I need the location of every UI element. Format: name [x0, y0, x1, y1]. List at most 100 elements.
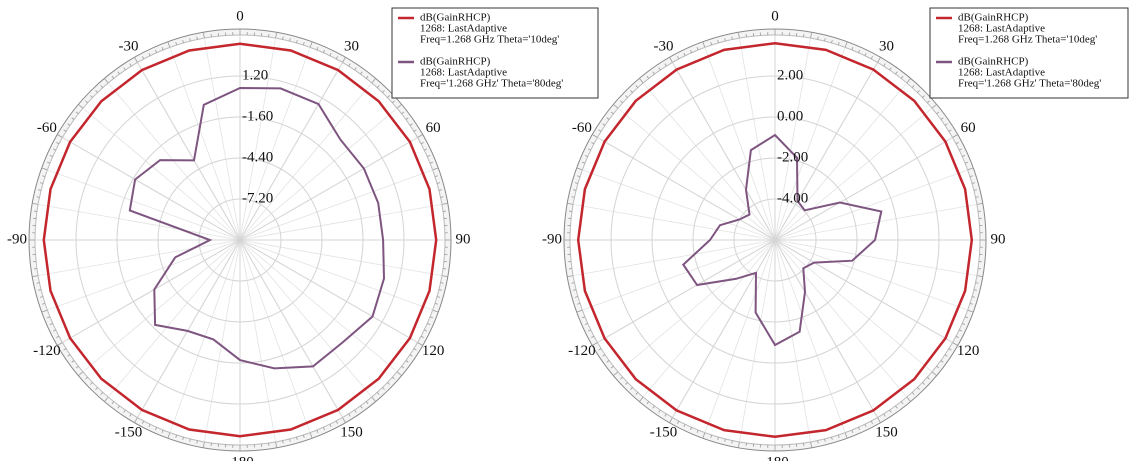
outer-tick — [354, 67, 357, 71]
outer-tick — [100, 392, 104, 395]
outer-tick — [676, 56, 680, 60]
outer-tick — [371, 78, 376, 84]
outer-tick — [606, 360, 610, 363]
outer-tick — [948, 348, 952, 351]
outer-tick — [129, 413, 132, 417]
outer-tick — [78, 104, 84, 109]
r-tick-label: -1.60 — [242, 108, 273, 124]
outer-tick — [182, 39, 184, 44]
outer-tick — [646, 401, 650, 405]
outer-tick — [669, 57, 673, 63]
outer-tick — [376, 392, 380, 395]
outer-tick — [591, 141, 595, 145]
outer-tick — [724, 38, 726, 42]
spoke — [597, 137, 776, 241]
legend-label: dB(GainRHCP) — [958, 56, 1029, 68]
outer-tick — [573, 189, 577, 191]
outer-tick — [955, 141, 959, 145]
minor-spoke — [774, 82, 908, 241]
outer-tick — [436, 182, 441, 184]
outer-tick — [342, 57, 346, 63]
outer-tick — [52, 148, 56, 151]
outer-tick — [944, 354, 948, 357]
outer-tick — [646, 75, 650, 79]
outer-tick — [309, 432, 313, 439]
outer-tick — [851, 46, 854, 51]
outer-tick — [175, 434, 178, 438]
outer-tick — [85, 100, 88, 104]
outer-tick — [167, 41, 171, 48]
outer-tick — [427, 155, 431, 157]
outer-tick — [420, 141, 424, 145]
minor-spoke — [774, 169, 968, 241]
outer-tick — [587, 148, 591, 151]
series-line — [681, 133, 883, 347]
outer-tick — [202, 441, 205, 448]
outer-tick — [189, 438, 191, 442]
outer-tick — [348, 413, 351, 417]
minor-spoke — [573, 204, 776, 241]
minor-spoke — [239, 47, 311, 241]
outer-tick — [56, 141, 60, 145]
outer-tick — [936, 365, 940, 369]
outer-tick — [889, 409, 892, 413]
minor-spoke — [82, 239, 241, 373]
outer-tick — [683, 52, 686, 56]
outer-tick — [870, 56, 874, 60]
outer-tick — [639, 78, 644, 84]
outer-tick — [922, 382, 925, 385]
theta-tick-label: -90 — [7, 231, 27, 247]
theta-tick-label: -180 — [226, 454, 254, 461]
outer-tick — [440, 282, 444, 284]
outer-tick — [710, 434, 713, 438]
outer-tick — [567, 275, 574, 278]
outer-tick — [432, 167, 439, 171]
minor-spoke — [704, 239, 776, 433]
outer-tick — [927, 376, 930, 380]
minor-spoke — [642, 239, 776, 398]
outer-tick — [976, 202, 983, 205]
outer-tick — [42, 175, 46, 178]
outer-tick — [620, 376, 623, 380]
outer-tick — [630, 90, 633, 93]
outer-tick — [78, 371, 84, 376]
outer-tick — [289, 438, 291, 442]
theta-tick-label: -180 — [761, 454, 789, 461]
minor-spoke — [774, 239, 908, 398]
outer-tick — [717, 436, 719, 441]
outer-tick — [606, 117, 610, 120]
legend-detail: Freq='1.268 GHz' Theta='80deg' — [958, 78, 1101, 90]
outer-tick — [396, 104, 402, 109]
spoke — [672, 239, 776, 418]
outer-tick — [864, 424, 867, 428]
outer-tick — [42, 302, 46, 305]
legend-detail: Freq='1.268 GHz' Theta='80deg' — [420, 78, 563, 90]
outer-tick — [581, 316, 586, 319]
outer-tick — [883, 413, 886, 417]
outer-tick — [931, 104, 937, 109]
outer-tick — [837, 434, 840, 438]
outer-tick — [870, 420, 874, 424]
outer-tick — [576, 309, 583, 313]
grid-ring — [692, 157, 858, 323]
outer-tick — [652, 405, 655, 409]
outer-tick — [117, 405, 120, 409]
outer-tick — [877, 57, 881, 63]
outer-tick — [134, 417, 138, 423]
outer-tick — [975, 196, 979, 198]
spoke — [672, 62, 776, 241]
minor-spoke — [107, 82, 241, 241]
legend-detail: 1268: LastAdaptive — [420, 23, 507, 35]
minor-spoke — [239, 107, 398, 241]
spoke — [137, 239, 241, 418]
spoke — [62, 137, 241, 241]
minor-spoke — [239, 204, 442, 241]
outer-tick — [592, 342, 598, 346]
theta-tick-label: -30 — [654, 38, 674, 54]
r-tick-label: 1.20 — [242, 67, 268, 83]
series-line — [128, 86, 386, 370]
outer-tick — [405, 117, 409, 120]
outer-tick — [895, 71, 898, 75]
outer-tick — [413, 129, 417, 132]
minor-spoke — [774, 239, 933, 373]
